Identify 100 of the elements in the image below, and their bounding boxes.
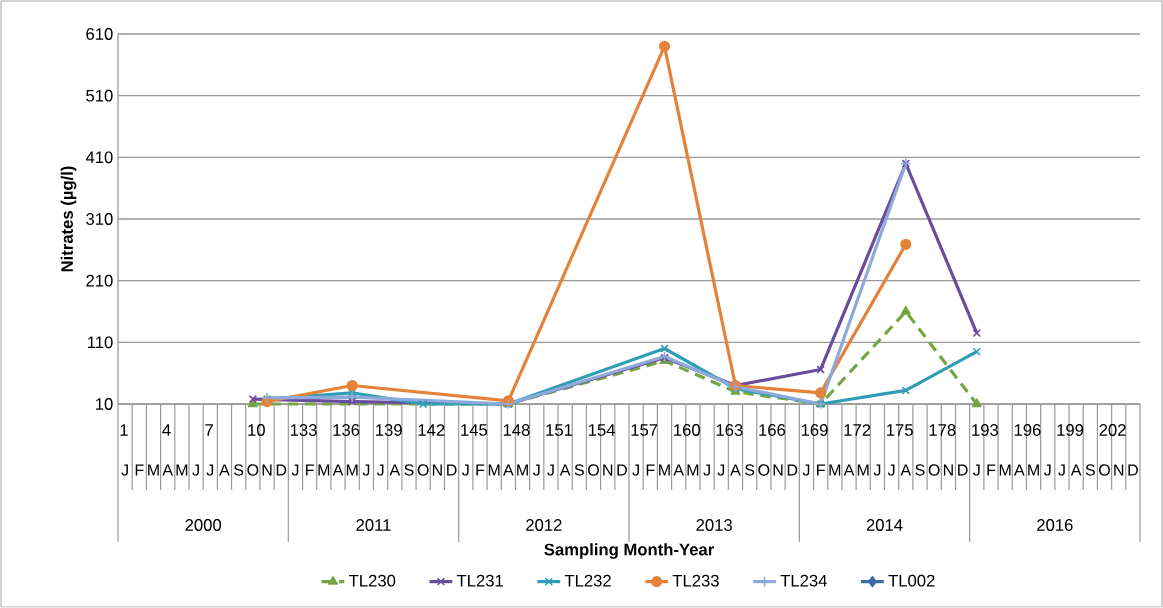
- x-tick-label: D: [276, 464, 287, 476]
- x-tick-label: J: [632, 464, 639, 476]
- x-tick-label: O: [247, 464, 259, 476]
- text: 10: [248, 424, 265, 436]
- text: 2011: [356, 519, 391, 531]
- x-tick-label: J: [121, 464, 128, 476]
- x-tick-label: A: [559, 464, 571, 476]
- x-tick-label: A: [332, 464, 344, 476]
- x-tick-label: D: [617, 464, 627, 476]
- x-tick-label: F: [306, 464, 314, 476]
- legend-label: TL233: [672, 574, 719, 587]
- text: 193: [972, 424, 999, 436]
- text: 2013: [696, 519, 732, 531]
- y-tick-label: 610: [86, 28, 113, 40]
- x-tick-label: A: [1014, 464, 1025, 476]
- text: 2000: [185, 519, 222, 531]
- y-tick-label: 10: [96, 398, 113, 410]
- x-tick-label: J: [362, 464, 370, 476]
- legend-label: TL231: [456, 574, 503, 587]
- text: 148: [503, 424, 530, 436]
- text: 145: [461, 424, 488, 436]
- y-tick-label: 210: [86, 274, 113, 287]
- x-tick-label: F: [646, 464, 655, 476]
- text: 2012: [526, 519, 562, 531]
- legend-label: TL234: [780, 574, 827, 587]
- x-tick-label: J: [192, 464, 199, 476]
- text: 157: [631, 424, 658, 436]
- text: 136: [333, 424, 360, 436]
- x-tick-label: D: [447, 464, 457, 476]
- text: 172: [844, 424, 871, 436]
- legend-label: TL230: [349, 574, 396, 587]
- x-tick-label: A: [843, 464, 855, 476]
- x-tick-label: F: [135, 464, 144, 476]
- x-tick-label: O: [1099, 464, 1110, 476]
- text: 202: [1099, 424, 1126, 436]
- x-tick-label: M: [857, 464, 869, 476]
- x-tick-label: M: [346, 464, 358, 476]
- x-tick-label: N: [432, 464, 442, 476]
- x-tick-label: F: [817, 464, 825, 476]
- x-tick-label: J: [973, 464, 980, 476]
- x-tick-label: M: [687, 464, 699, 476]
- x-tick-label: F: [476, 464, 485, 476]
- x-tick-label: M: [318, 464, 330, 476]
- x-tick-label: N: [262, 464, 272, 476]
- x-tick-label: O: [588, 464, 599, 476]
- text: 7: [205, 424, 213, 436]
- y-tick-label: 310: [86, 213, 113, 225]
- text: 133: [290, 424, 317, 436]
- x-tick-label: J: [887, 464, 895, 476]
- text: 4: [162, 424, 171, 436]
- text: 2016: [1037, 519, 1073, 531]
- x-tick-label: A: [162, 464, 173, 476]
- text: 163: [716, 424, 743, 436]
- text: 199: [1057, 424, 1084, 436]
- x-tick-label: J: [462, 464, 469, 476]
- x-tick-label: S: [404, 464, 414, 476]
- x-tick-label: S: [915, 464, 925, 476]
- x-tick-label: D: [787, 464, 798, 476]
- x-tick-label: A: [503, 464, 514, 476]
- y-tick-label: 110: [88, 336, 113, 349]
- text: 160: [674, 424, 701, 436]
- x-tick-label: J: [291, 464, 299, 476]
- x-tick-label: O: [758, 464, 770, 476]
- y-axis-title: Nitrates (µg/l): [60, 166, 77, 272]
- x-tick-label: A: [730, 464, 741, 476]
- text: 142: [418, 424, 445, 436]
- text: 175: [887, 424, 913, 436]
- text: 154: [588, 424, 615, 436]
- text: 1: [120, 424, 128, 436]
- x-tick-label: N: [943, 464, 953, 476]
- x-tick-label: M: [517, 464, 528, 476]
- x-tick-label: M: [488, 464, 500, 476]
- x-tick-label: J: [547, 464, 554, 476]
- x-tick-label: O: [928, 464, 940, 476]
- x-tick-label: J: [802, 464, 810, 476]
- text: 178: [929, 424, 956, 436]
- x-tick-label: S: [1085, 464, 1095, 476]
- legend-label: TL232: [564, 574, 611, 587]
- x-tick-label: M: [148, 464, 159, 476]
- legend-label: TL002: [888, 574, 935, 587]
- x-tick-label: N: [603, 464, 613, 476]
- x-tick-label: M: [659, 464, 670, 476]
- x-tick-label: A: [900, 464, 912, 476]
- x-tick-label: O: [417, 464, 429, 476]
- x-tick-label: S: [234, 464, 244, 476]
- text: 139: [376, 424, 402, 436]
- x-tick-label: M: [176, 464, 188, 476]
- text: 196: [1014, 424, 1041, 436]
- text: 166: [759, 424, 786, 436]
- x-tick-label: D: [1128, 464, 1138, 476]
- x-tick-label: F: [987, 464, 996, 476]
- x-tick-label: A: [673, 464, 684, 476]
- x-tick-label: M: [829, 464, 841, 476]
- x-tick-label: N: [1114, 464, 1124, 476]
- y-tick-label: 510: [86, 89, 113, 102]
- x-axis-title: Sampling Month-Year: [544, 543, 714, 559]
- x-tick-label: S: [574, 464, 584, 476]
- x-tick-label: J: [376, 464, 384, 476]
- x-tick-label: A: [219, 464, 230, 476]
- x-tick-label: J: [206, 464, 214, 476]
